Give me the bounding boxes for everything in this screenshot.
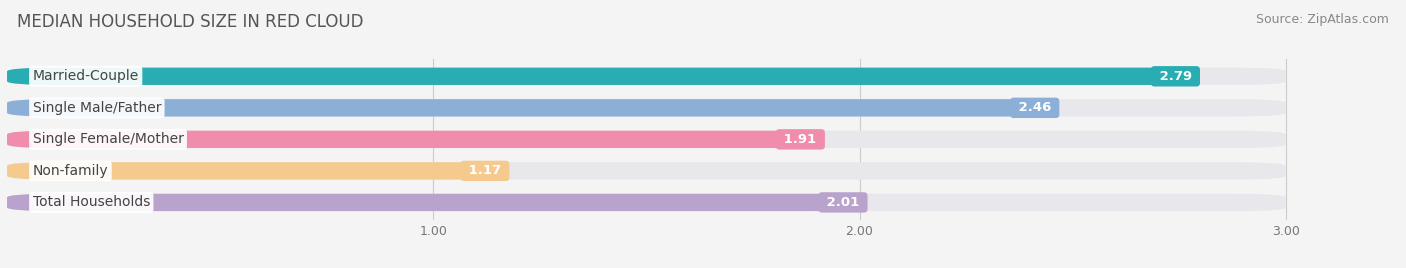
FancyBboxPatch shape bbox=[7, 99, 1056, 117]
FancyBboxPatch shape bbox=[7, 68, 1286, 85]
FancyBboxPatch shape bbox=[7, 131, 821, 148]
Text: Total Households: Total Households bbox=[32, 195, 150, 209]
Text: Married-Couple: Married-Couple bbox=[32, 69, 139, 83]
FancyBboxPatch shape bbox=[7, 162, 506, 180]
FancyBboxPatch shape bbox=[7, 194, 863, 211]
FancyBboxPatch shape bbox=[7, 131, 1286, 148]
FancyBboxPatch shape bbox=[7, 99, 1286, 117]
Text: 2.79: 2.79 bbox=[1154, 70, 1197, 83]
Text: Single Female/Mother: Single Female/Mother bbox=[32, 132, 183, 146]
Text: 1.91: 1.91 bbox=[779, 133, 821, 146]
FancyBboxPatch shape bbox=[7, 162, 1286, 180]
Text: 2.01: 2.01 bbox=[823, 196, 863, 209]
Text: MEDIAN HOUSEHOLD SIZE IN RED CLOUD: MEDIAN HOUSEHOLD SIZE IN RED CLOUD bbox=[17, 13, 363, 31]
FancyBboxPatch shape bbox=[7, 68, 1197, 85]
Text: 1.17: 1.17 bbox=[464, 164, 506, 177]
FancyBboxPatch shape bbox=[7, 194, 1286, 211]
Text: 2.46: 2.46 bbox=[1014, 101, 1056, 114]
Text: Single Male/Father: Single Male/Father bbox=[32, 101, 162, 115]
Text: Source: ZipAtlas.com: Source: ZipAtlas.com bbox=[1256, 13, 1389, 27]
Text: Non-family: Non-family bbox=[32, 164, 108, 178]
